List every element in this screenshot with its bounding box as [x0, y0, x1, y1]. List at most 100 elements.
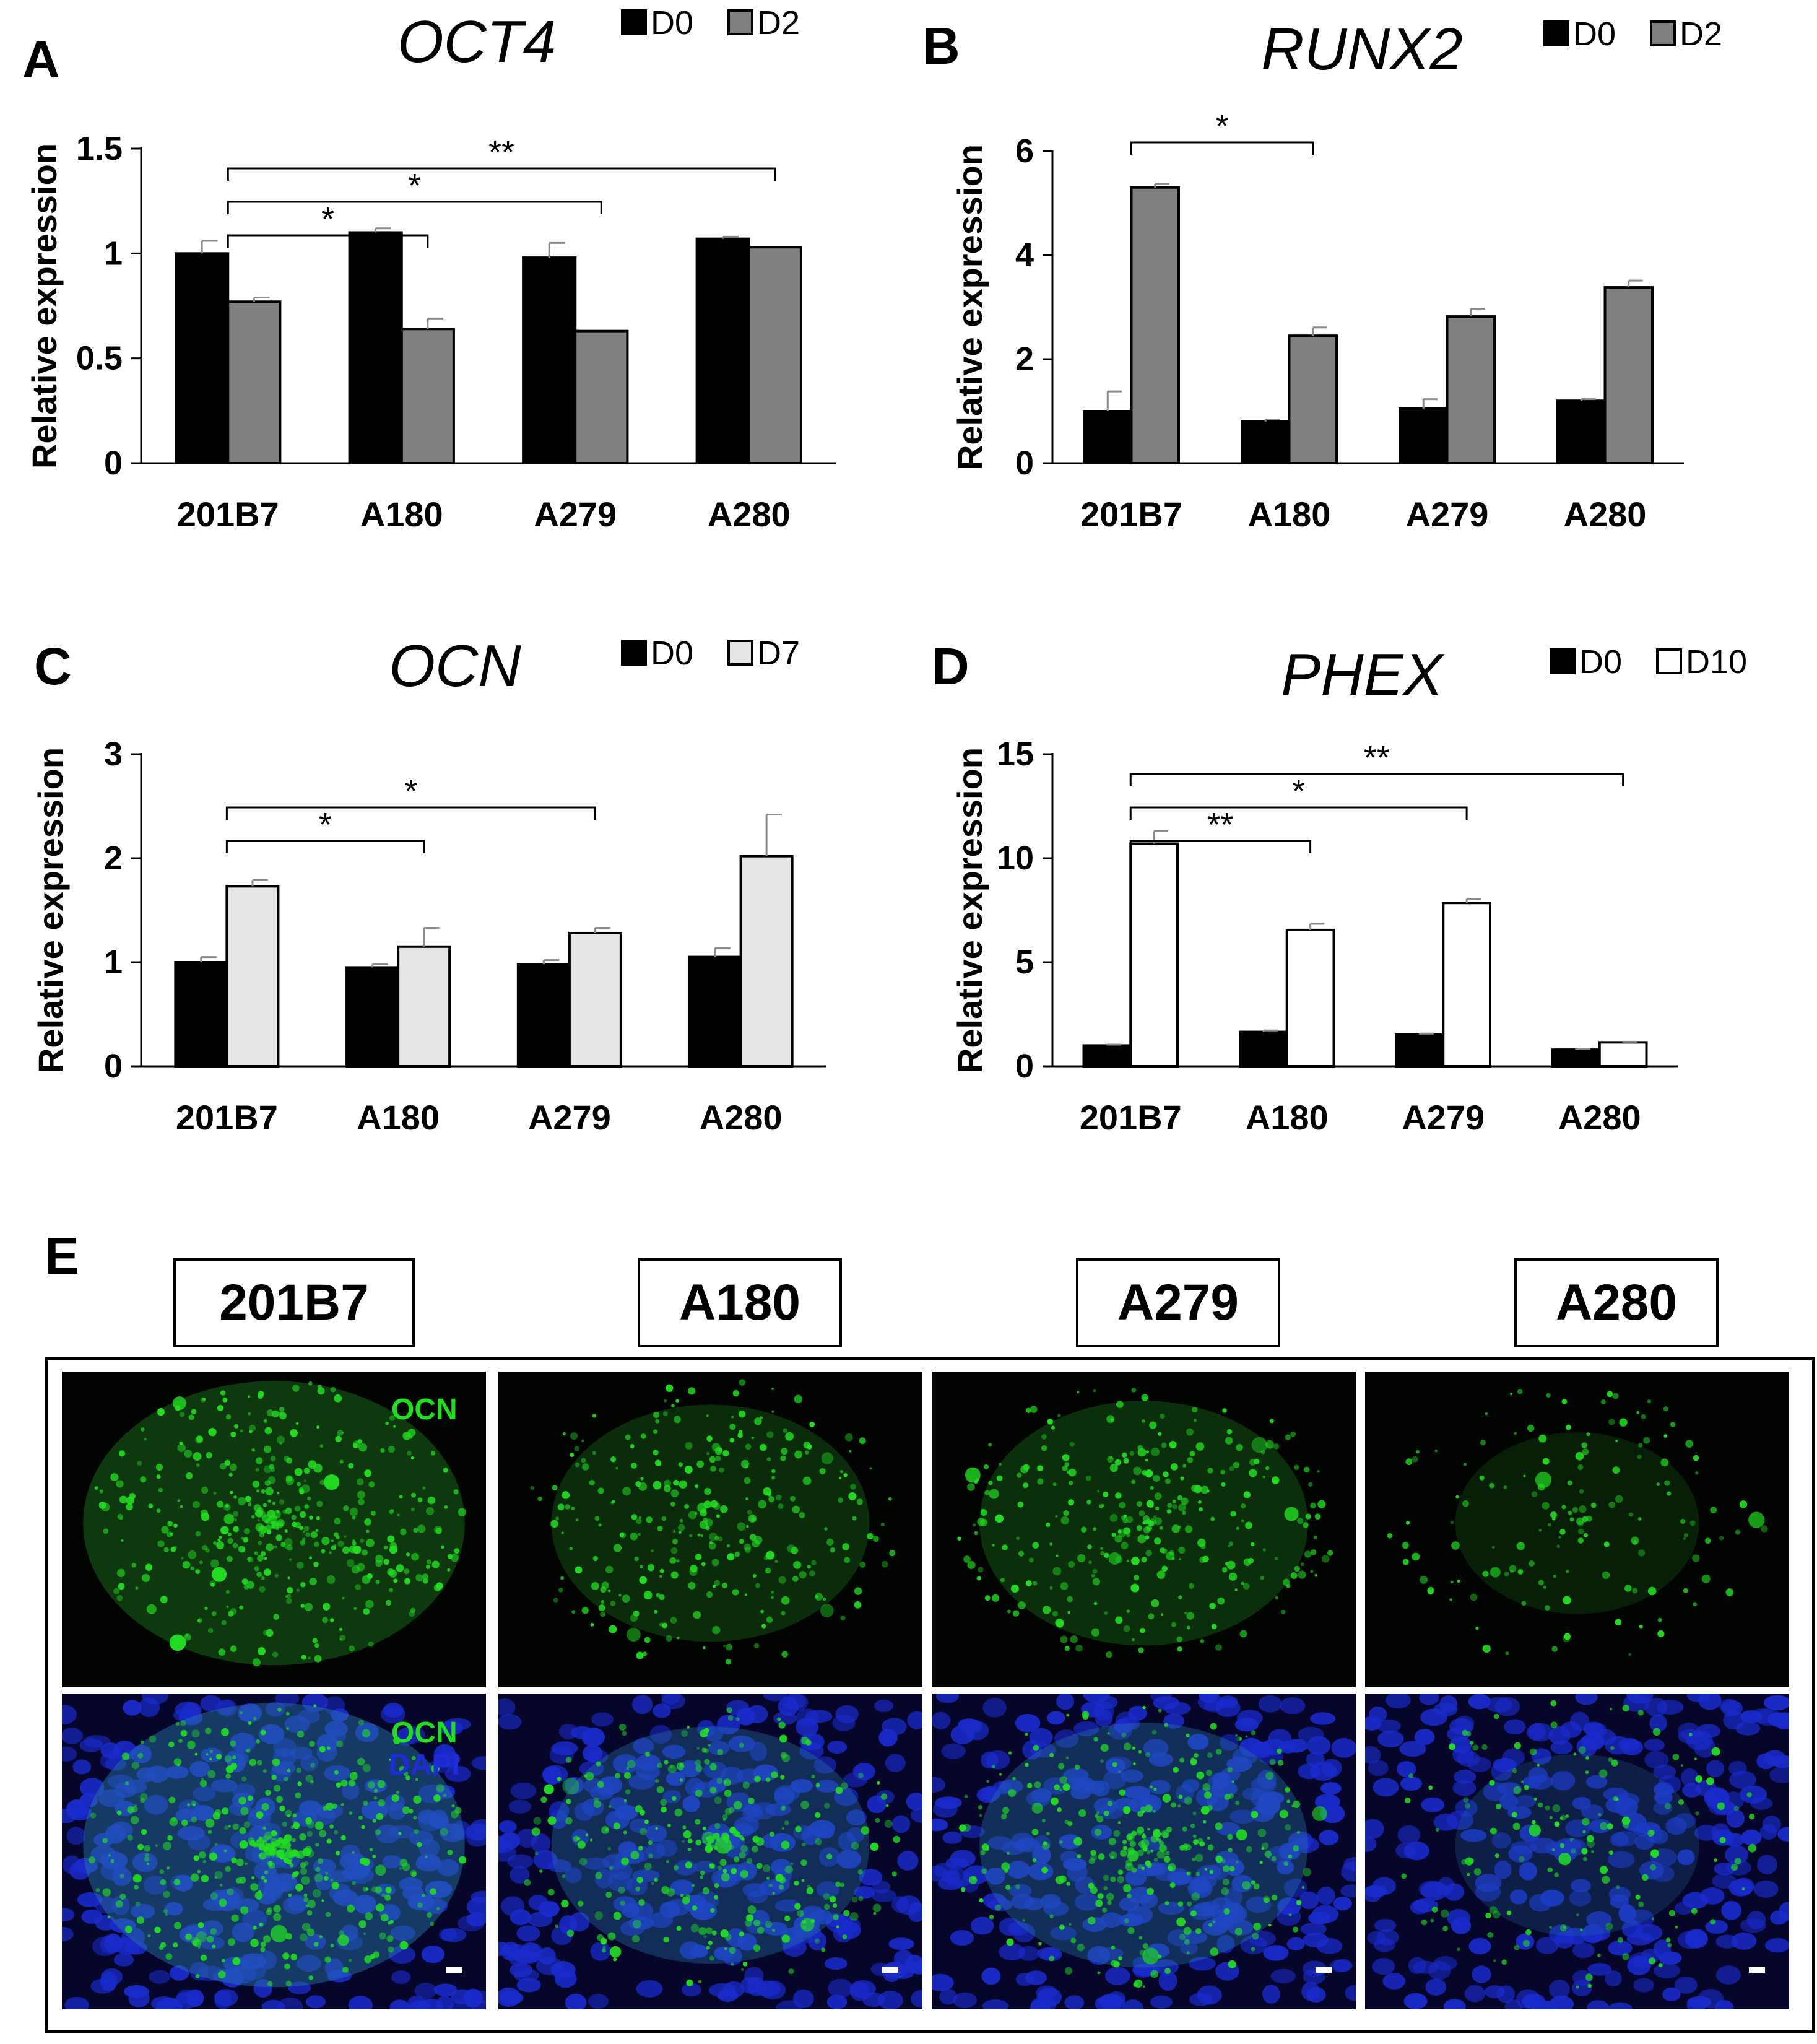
dapi-nucleus [77, 1892, 103, 1908]
ocn-particle [1561, 1505, 1566, 1510]
ocn-particle [308, 1975, 314, 1980]
ocn-particle [410, 1492, 416, 1498]
ocn-particle [375, 1886, 383, 1894]
ocn-particle [399, 1495, 403, 1499]
ocn-particle [565, 1817, 573, 1825]
ocn-particle [721, 1872, 730, 1882]
ocn-particle [1602, 1876, 1610, 1884]
dapi-nucleus [670, 1879, 694, 1896]
dapi-nucleus [982, 1893, 1007, 1908]
ocn-particle [724, 1838, 729, 1843]
panel-d-bar-a180-d10 [1285, 928, 1335, 1068]
ocn-particle [1153, 1809, 1156, 1813]
dapi-nucleus [605, 1810, 630, 1830]
ocn-particle [771, 1590, 774, 1594]
ocn-particle [1057, 1807, 1062, 1812]
ocn-particle [1504, 1571, 1509, 1577]
ocn-particle [192, 1941, 197, 1946]
dapi-nucleus [1626, 1694, 1654, 1704]
ocn-particle [1192, 1406, 1198, 1413]
panel-a-y-tick-label: 1.5 [76, 130, 123, 167]
dapi-nucleus [175, 1702, 202, 1718]
ocn-particle [1428, 1785, 1433, 1790]
ocn-particle [205, 1548, 210, 1553]
ocn-particle [1701, 1575, 1711, 1583]
dapi-nucleus [1262, 1985, 1280, 2004]
ocn-particle [1117, 1869, 1124, 1875]
ocn-particle [585, 1833, 588, 1837]
dapi-nucleus [558, 1723, 578, 1740]
ocn-particle [695, 1554, 702, 1560]
ocn-particle [447, 1568, 451, 1572]
ocn-particle [753, 1643, 760, 1649]
dapi-nucleus [1319, 1830, 1339, 1846]
ocn-particle [318, 1858, 324, 1864]
dapi-nucleus [381, 1705, 405, 1724]
panel-d-significance-label: * [1292, 773, 1305, 810]
dapi-nucleus [815, 1825, 835, 1839]
ocn-particle [1262, 1475, 1265, 1479]
ocn-particle [1067, 1820, 1073, 1827]
ocn-particle [1222, 1865, 1230, 1872]
dapi-nucleus [1299, 1891, 1319, 1910]
ocn-particle [1018, 1550, 1025, 1557]
ocn-particle [1022, 1918, 1026, 1922]
dapi-nucleus [1644, 1750, 1669, 1769]
ocn-particle [1122, 1452, 1127, 1458]
ocn-particle [352, 1539, 355, 1542]
ocn-particle [1161, 1832, 1169, 1838]
ocn-particle [260, 1729, 266, 1736]
dapi-nucleus [881, 1718, 907, 1736]
ocn-particle [300, 1581, 306, 1588]
ocn-particle [1431, 1906, 1438, 1913]
ocn-particle [705, 1845, 713, 1853]
ocn-micrograph-a180 [498, 1372, 922, 1687]
ocn-particle [1210, 1947, 1219, 1957]
ocn-particle [329, 1824, 334, 1829]
ocn-particle [338, 1930, 345, 1936]
ocn-particle [578, 1900, 584, 1907]
dapi-nucleus [1277, 1907, 1301, 1926]
ocn-particle [137, 1752, 144, 1759]
ocn-particle [284, 1545, 288, 1549]
ocn-particle [635, 1805, 643, 1812]
ocn-particle [1420, 1575, 1428, 1584]
ocn-particle [1077, 1554, 1086, 1563]
ocn-particle [113, 1588, 120, 1594]
ocn-particle [709, 1533, 718, 1541]
ocn-particle [277, 1708, 282, 1712]
ocn-particle [623, 1799, 627, 1803]
ocn-particle [667, 1764, 677, 1773]
ocn-particle [393, 1737, 401, 1744]
ocn-particle [1171, 1557, 1175, 1560]
dapi-nucleus [1700, 1887, 1725, 1905]
dapi-nucleus [1103, 1770, 1127, 1790]
ocn-particle [1234, 1588, 1238, 1591]
ocn-particle [1220, 1469, 1225, 1475]
ocn-particle [241, 1548, 246, 1553]
ocn-particle [625, 1434, 631, 1440]
ocn-particle [1209, 1603, 1216, 1609]
ocn-particle [1579, 1505, 1587, 1513]
ocn-particle [781, 1596, 790, 1605]
ocn-particle [254, 1566, 259, 1572]
ocn-particle [1032, 1858, 1037, 1863]
ocn-particle [824, 1527, 828, 1531]
ocn-particle [802, 1842, 806, 1847]
dapi-nucleus [417, 1853, 441, 1868]
ocn-particle [1430, 1918, 1434, 1923]
ocn-particle [553, 1598, 558, 1603]
ocn-particle [637, 1533, 641, 1536]
ocn-particle [1183, 1926, 1192, 1935]
ocn-particle [402, 1806, 410, 1814]
panel-b-significance-label: * [1216, 108, 1229, 145]
ocn-particle [175, 1405, 181, 1411]
ocn-particle [815, 1593, 823, 1601]
dapi-nucleus [662, 1744, 686, 1759]
ocn-particle [1253, 1922, 1262, 1931]
ocn-particle [1510, 1393, 1513, 1396]
ocn-particle [726, 1643, 733, 1651]
ocn-particle [656, 1593, 661, 1598]
ocn-particle [256, 1489, 259, 1493]
ocn-particle [409, 1809, 414, 1814]
